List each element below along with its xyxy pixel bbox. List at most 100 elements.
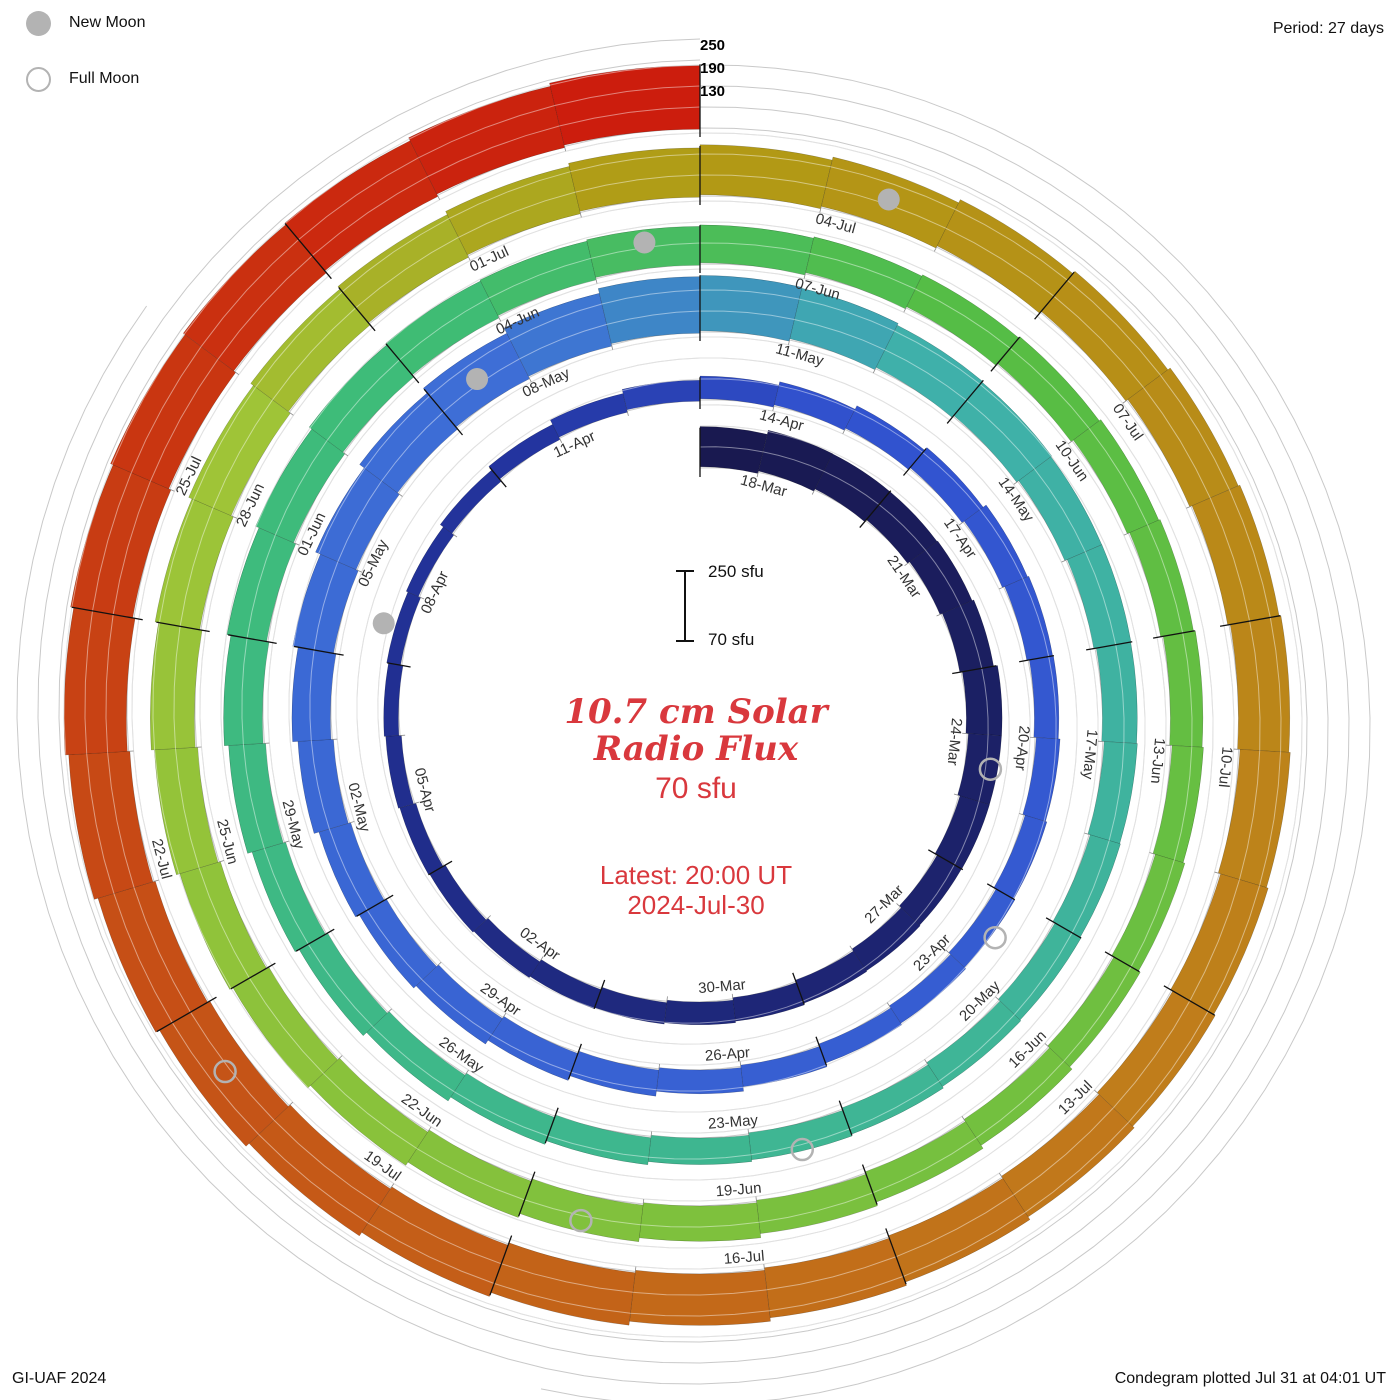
scale-bar-ibeam (676, 570, 694, 642)
flux-bar (1052, 834, 1121, 938)
flux-bar (953, 381, 1053, 483)
flux-bar (399, 802, 444, 876)
flux-bar (228, 743, 284, 854)
date-label: 20-Apr (1012, 725, 1033, 771)
flux-bar (68, 750, 154, 900)
flux-bar (805, 236, 923, 310)
flux-bar (415, 964, 503, 1045)
flux-bar (1096, 641, 1138, 744)
flux-bar (429, 864, 487, 933)
flux-bar (385, 280, 500, 376)
flux-bar (490, 1242, 636, 1326)
flux-bar (188, 385, 291, 517)
flux-bar (647, 1134, 753, 1165)
flux-bar (226, 527, 297, 642)
flux-bar (385, 735, 414, 809)
flux-bar (740, 1046, 828, 1087)
period-label: Period: 27 days (1272, 20, 1384, 37)
flux-bar (97, 880, 208, 1033)
flux-bar (656, 1067, 744, 1095)
legend-new-moon-row: New Moon (26, 8, 145, 38)
flux-bar (310, 1057, 429, 1166)
moon-markers (213, 188, 1007, 1233)
flux-bar (255, 428, 346, 544)
flux-bar (154, 498, 234, 631)
flux-bar (1004, 575, 1053, 661)
flux-bar (337, 214, 469, 324)
flux-bar (358, 898, 437, 989)
flux-bar (383, 662, 404, 737)
legend-full-moon-row: Full Moon (26, 64, 145, 94)
flux-bar (549, 65, 701, 146)
flux-bar (284, 140, 439, 272)
flux-scale-bar: 250 sfu 70 sfu (672, 562, 764, 655)
flux-bar (488, 424, 561, 480)
flux-level-lines (63, 64, 1303, 1338)
flux-bar (638, 1202, 762, 1242)
date-label: 19-Jun (715, 1180, 762, 1201)
scale-top-label: 250 sfu (708, 562, 764, 581)
moon-legend: New Moon Full Moon (26, 8, 145, 120)
flux-bar (1162, 630, 1204, 748)
flux-bar (223, 635, 270, 746)
flux-bar (1127, 367, 1239, 508)
legend-full-moon-label: Full Moon (69, 70, 140, 87)
full-moon-icon (26, 66, 51, 92)
flux-bar (841, 1064, 944, 1135)
full-moon-marker (790, 1137, 815, 1162)
flux-bar (845, 405, 926, 470)
flux-bar (1047, 956, 1141, 1068)
flux-bar (864, 1121, 984, 1203)
flux-bar (1229, 615, 1291, 753)
flux-bar (70, 464, 172, 619)
flux-bar (1022, 737, 1061, 822)
flux-bar (366, 1011, 466, 1102)
flux-bar (407, 1129, 532, 1218)
flux-bar (298, 932, 388, 1037)
flux-bar (408, 85, 566, 195)
date-label: 25-Jun (213, 817, 241, 866)
flux-bar (597, 276, 701, 344)
flux-bar (1066, 544, 1132, 649)
flux-bar (756, 1173, 878, 1234)
flux-bar (150, 622, 203, 751)
flux-bar (699, 144, 833, 210)
date-label: 30-Mar (698, 976, 747, 997)
flux-bar (248, 1104, 391, 1237)
flux-bar (629, 1269, 771, 1326)
date-label: 24-Mar (944, 717, 965, 766)
date-label: 13-Jun (1147, 737, 1168, 784)
date-label: 23-May (707, 1112, 759, 1133)
flux-bar (110, 334, 237, 490)
flux-bar (361, 1186, 509, 1297)
flux-bar (773, 381, 856, 431)
radial-tick-130: 130 (700, 83, 726, 100)
full-moon-marker (978, 757, 1003, 781)
flux-bar (699, 275, 803, 342)
flux-bar (318, 822, 385, 918)
radial-tick-250: 250 (700, 37, 726, 54)
flux-bar (795, 950, 868, 1004)
new-moon-marker (466, 368, 489, 391)
flux-bar (888, 1177, 1031, 1283)
flux-bar (621, 380, 701, 411)
flux-bar (549, 393, 628, 438)
flux-bar (1040, 270, 1169, 402)
radial-tick-190: 190 (700, 60, 726, 77)
flux-bar (1018, 456, 1103, 561)
radial-axis-labels: 250 190 130 (700, 34, 725, 103)
new-moon-marker (877, 188, 900, 211)
date-label: 17-May (1079, 729, 1101, 781)
flux-bar (1129, 519, 1194, 638)
flux-bar (789, 287, 899, 371)
flux-bar (962, 665, 1003, 736)
flux-bar (699, 426, 768, 474)
plotted-timestamp-label: Condegram plotted Jul 31 at 04:01 UT (1114, 1370, 1386, 1387)
flux-bar (699, 375, 780, 408)
date-label: 10-Jul (1215, 746, 1236, 788)
date-label: 26-Apr (704, 1044, 750, 1065)
flux-bar (297, 739, 349, 834)
day-ticks (71, 64, 1281, 1296)
